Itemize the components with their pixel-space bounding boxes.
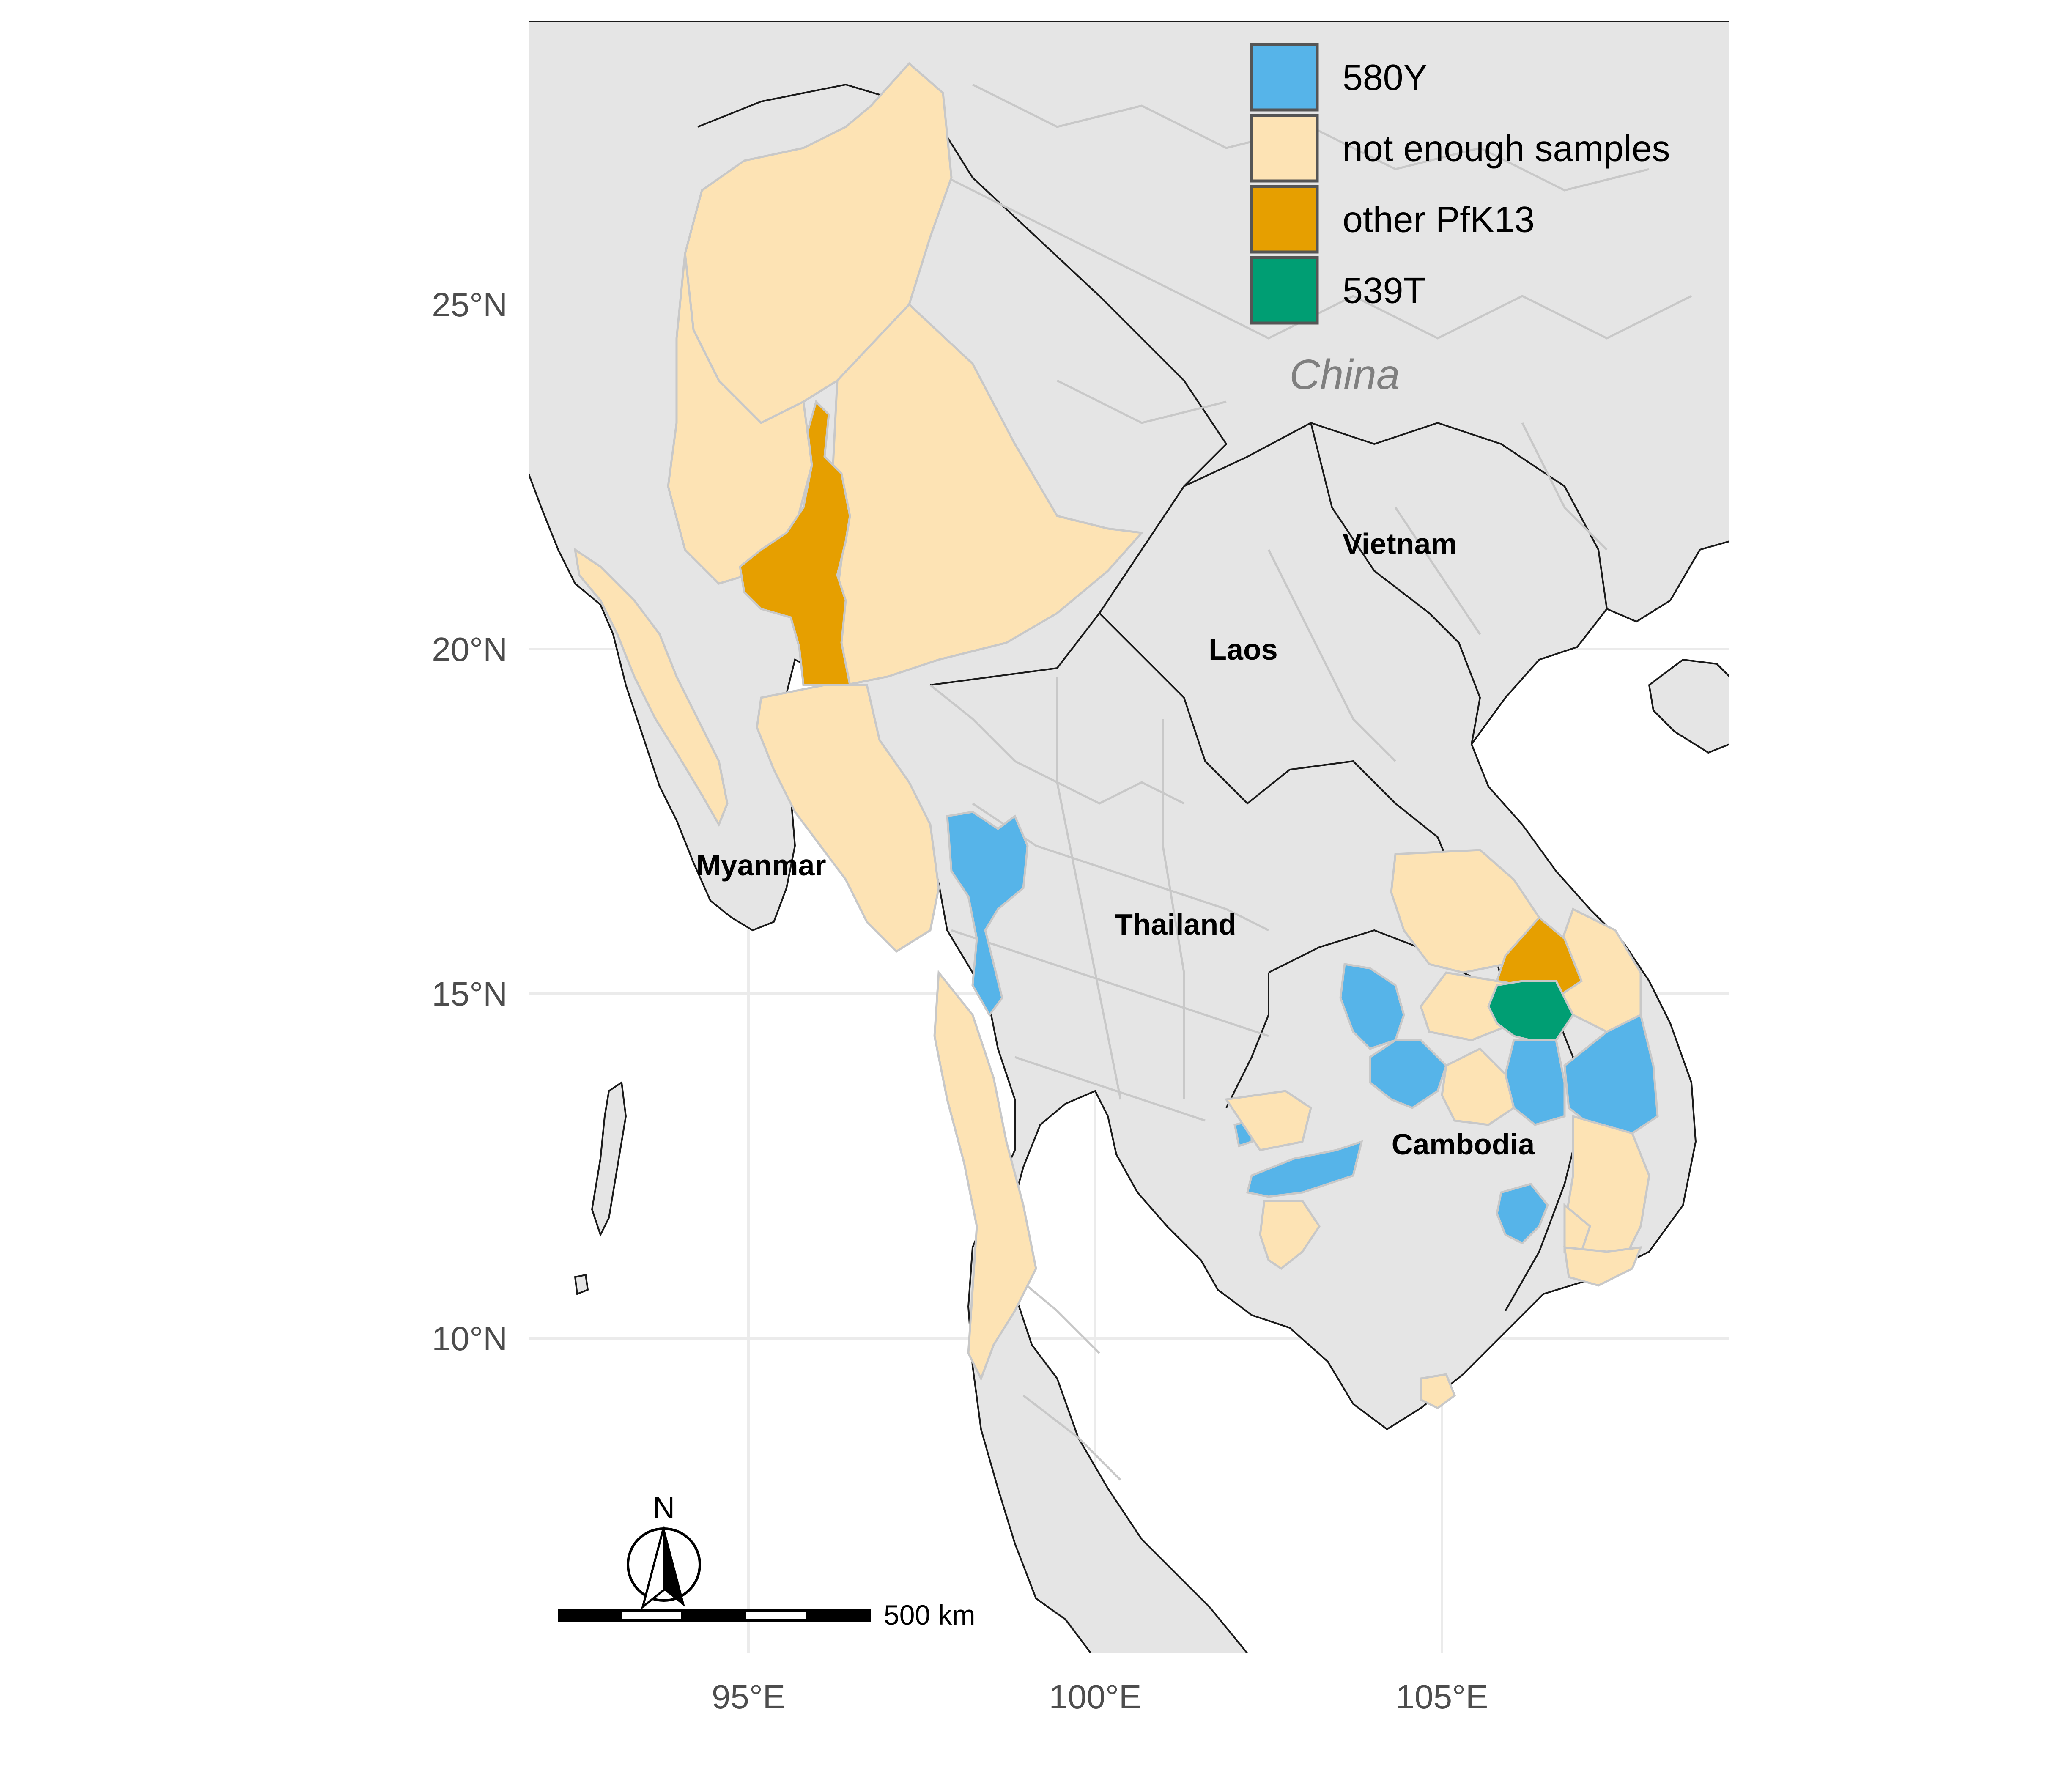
region-preah-vihear-580y	[1369, 1039, 1447, 1109]
region-kampong-thom	[1441, 1047, 1515, 1126]
region-koh-kong	[1259, 1200, 1321, 1270]
hainan-island	[1648, 658, 1729, 754]
y-tick-label: 25°N	[432, 286, 507, 323]
scale-bar: 500 km	[558, 1599, 975, 1631]
x-tick-label: 105°E	[1396, 1678, 1488, 1716]
label-cambodia: Cambodia	[1392, 1128, 1535, 1161]
province-borders	[929, 83, 1692, 1481]
label-china: China	[1289, 351, 1400, 398]
legend-swatch	[1250, 185, 1319, 254]
region-kampong-speu-580y	[1496, 1183, 1549, 1245]
andaman-islands	[591, 1081, 627, 1237]
region-rakhine	[573, 547, 729, 827]
label-thailand: Thailand	[1115, 908, 1236, 941]
region-battambang-580y	[1246, 1140, 1363, 1198]
x-tick-label: 95°E	[712, 1678, 785, 1716]
region-ratanakiri-580y	[1563, 1013, 1659, 1135]
legend: 580Y not enough samples other PfK13 539T	[1250, 43, 1670, 325]
region-vietnam-south	[1563, 1246, 1642, 1287]
y-tick-label: 20°N	[432, 630, 507, 668]
scale-bar-label: 500 km	[884, 1599, 975, 1631]
region-ca-mau	[1420, 1373, 1456, 1409]
region-lower-myanmar	[756, 684, 940, 953]
north-label: N	[653, 1491, 675, 1525]
legend-label: 580Y	[1343, 58, 1428, 98]
southern-regions	[1224, 849, 1659, 1409]
label-vietnam: Vietnam	[1342, 527, 1457, 560]
y-tick-label: 10°N	[432, 1320, 507, 1357]
legend-swatch	[1250, 114, 1319, 183]
label-laos: Laos	[1209, 633, 1277, 666]
region-mandalay-other-pfk13	[739, 400, 852, 686]
region-tak-580y	[946, 811, 1029, 1017]
x-axis: 95°E 100°E 105°E	[712, 1678, 1488, 1716]
y-tick-label: 15°N	[432, 975, 507, 1013]
label-myanmar: Myanmar	[696, 849, 826, 882]
north-arrow-icon-outline	[641, 1526, 665, 1610]
landmass-mainland	[529, 21, 1729, 1653]
x-tick-label: 100°E	[1049, 1678, 1142, 1716]
legend-swatch	[1250, 256, 1319, 325]
north-arrow-icon	[664, 1527, 685, 1607]
legend-label: 539T	[1343, 271, 1425, 311]
legend-swatch	[1250, 43, 1319, 112]
region-west-cambodia	[1224, 1090, 1312, 1151]
region-tanintharyi	[933, 970, 1037, 1381]
myanmar-regions	[573, 62, 1144, 1381]
legend-label: not enough samples	[1343, 129, 1670, 169]
north-arrow: N	[627, 1491, 701, 1610]
legend-label: other PfK13	[1343, 200, 1535, 240]
y-axis: 25°N 20°N 15°N 10°N	[432, 286, 507, 1357]
andaman-island-small	[574, 1274, 589, 1295]
